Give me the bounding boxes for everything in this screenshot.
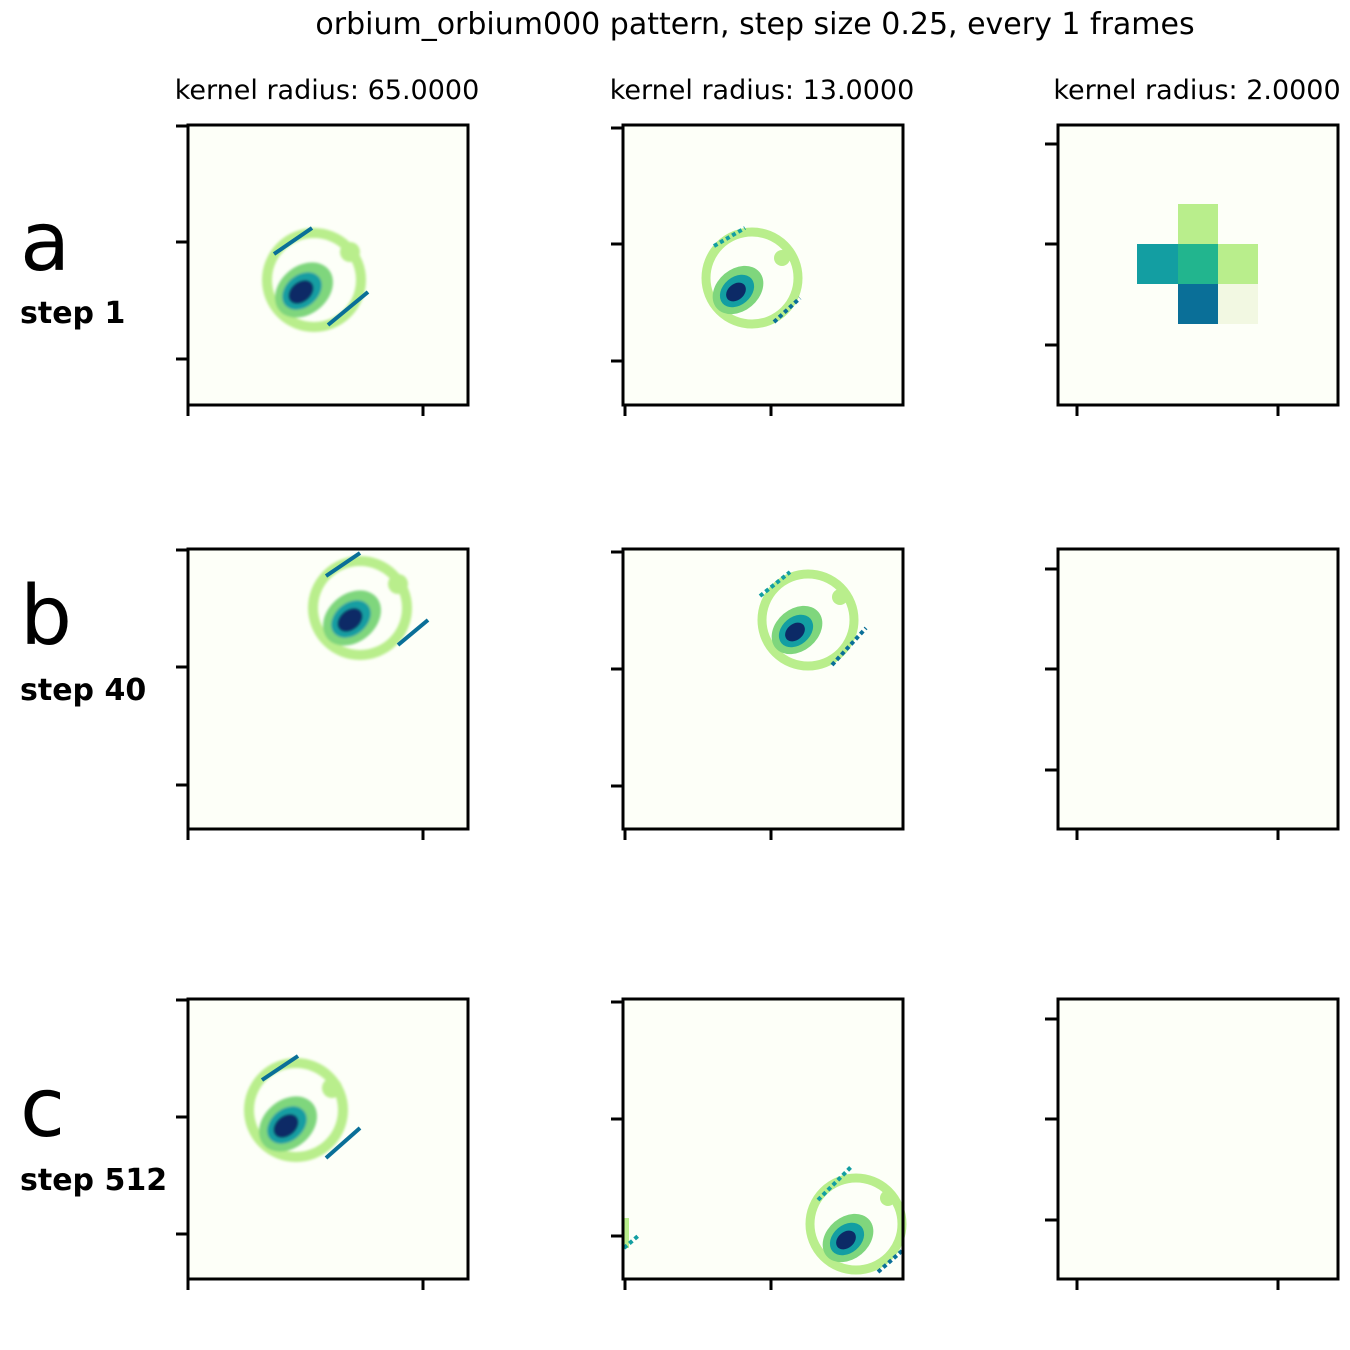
panel-c-kernel-2 [1045, 997, 1340, 1290]
panel-b-kernel-2 [1045, 547, 1340, 840]
pixel-cross-pattern [1137, 204, 1258, 324]
column-title-kernel-13: kernel radius: 13.0000 [610, 75, 915, 106]
panel-b-kernel-65 [176, 547, 470, 840]
orbium-pattern [757, 569, 868, 671]
row-letter-c: c [20, 1061, 65, 1156]
row-letter-b: b [20, 569, 72, 664]
panel-c-kernel-13 [611, 997, 907, 1290]
panel-b-kernel-13 [611, 547, 905, 840]
orbium-pattern [308, 551, 430, 660]
column-title-kernel-2: kernel radius: 2.0000 [1053, 75, 1340, 106]
column-title-kernel-65: kernel radius: 65.0000 [175, 75, 480, 106]
row-step-a: step 1 [20, 296, 125, 331]
row-letter-a: a [20, 195, 70, 290]
panel-a-kernel-65 [176, 123, 470, 416]
orbium-pattern [701, 226, 803, 329]
panel-c-kernel-65 [176, 997, 470, 1290]
panel-a-kernel-2 [1045, 123, 1340, 416]
row-step-c: step 512 [20, 1163, 167, 1198]
orbium-pattern [244, 1054, 362, 1162]
panel-a-kernel-13 [611, 123, 905, 416]
orbium-pattern [262, 226, 370, 332]
row-step-b: step 40 [20, 673, 146, 708]
figure-title: orbium_orbium000 pattern, step size 0.25… [315, 7, 1194, 42]
